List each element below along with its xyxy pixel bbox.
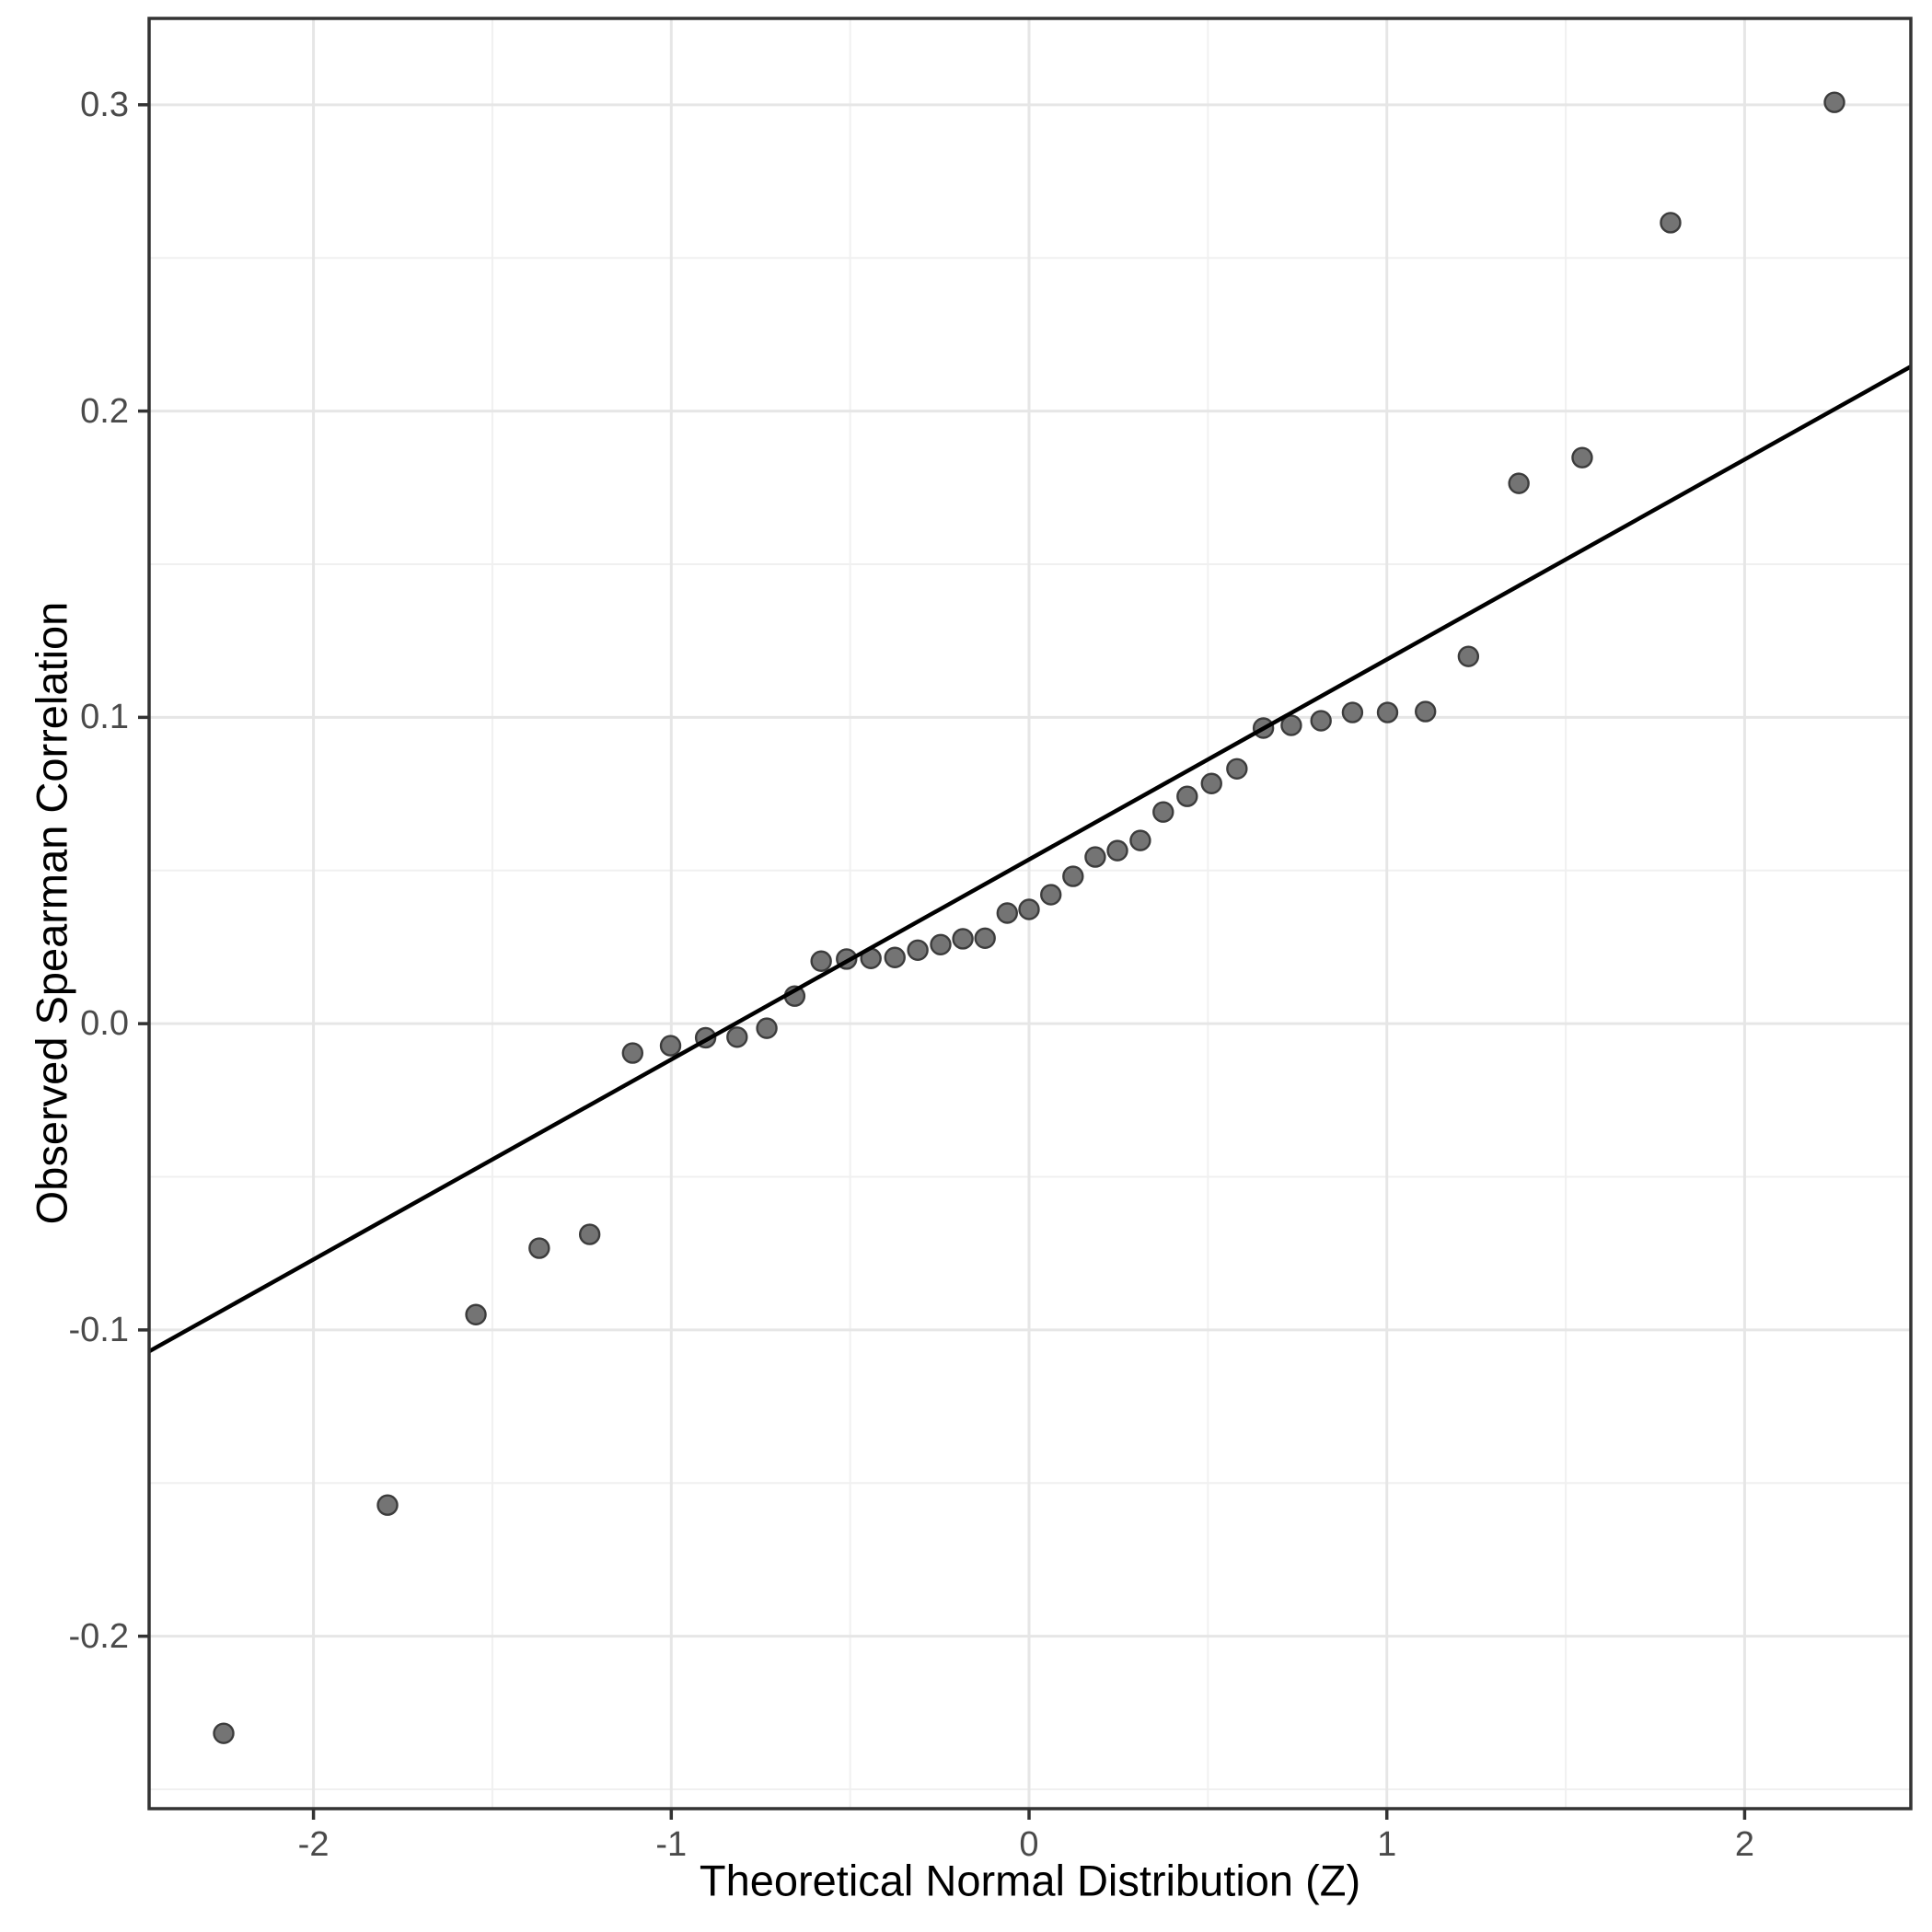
data-point: [1200, 772, 1222, 794]
y-tick-label: -0.1: [68, 1310, 129, 1349]
data-point: [952, 928, 974, 950]
data-point: [621, 1042, 644, 1064]
y-tick-label: 0.3: [80, 85, 129, 124]
y-tick-label: 0.1: [80, 698, 129, 737]
data-point: [1018, 898, 1040, 920]
data-point: [907, 939, 929, 961]
x-axis-title: Theoretical Normal Distribution (Z): [699, 1856, 1361, 1905]
data-point: [1376, 701, 1399, 723]
data-point: [756, 1017, 778, 1039]
qq-points: [213, 91, 1845, 1744]
y-tick-label: 0.2: [80, 391, 129, 431]
data-point: [376, 1494, 399, 1516]
data-point: [1152, 801, 1174, 823]
data-point: [1040, 884, 1062, 906]
data-point: [1660, 212, 1682, 234]
data-point: [930, 933, 952, 955]
y-tick-label: -0.2: [68, 1616, 129, 1656]
data-point: [1341, 701, 1364, 723]
data-point: [1084, 846, 1106, 868]
data-point: [1226, 758, 1248, 780]
data-point: [213, 1722, 235, 1744]
x-tick-label: 1: [1377, 1825, 1397, 1864]
y-axis-title: Observed Spearman Correlation: [27, 601, 76, 1225]
data-point: [528, 1237, 550, 1259]
data-point: [726, 1026, 748, 1048]
data-point: [1129, 829, 1151, 851]
data-point: [1823, 91, 1845, 113]
data-point: [1176, 785, 1198, 807]
data-point: [1457, 645, 1480, 667]
data-point: [1106, 839, 1128, 862]
data-point: [1310, 710, 1332, 732]
data-point: [578, 1223, 601, 1245]
data-point: [1280, 714, 1302, 736]
y-tick-label: 0.0: [80, 1004, 129, 1044]
data-point: [1571, 446, 1593, 469]
data-point: [1508, 472, 1530, 494]
x-tick-label: -1: [655, 1825, 688, 1864]
data-point: [810, 950, 832, 972]
data-point: [996, 902, 1018, 924]
data-point: [1415, 700, 1437, 723]
data-point: [974, 927, 996, 949]
x-tick-label: 0: [1019, 1825, 1039, 1864]
x-tick-label: -2: [297, 1825, 330, 1864]
data-point: [465, 1303, 487, 1325]
x-tick-label: 2: [1734, 1825, 1755, 1864]
qq-reference-line: [147, 364, 1913, 1354]
data-point: [1062, 865, 1084, 887]
data-point: [884, 946, 906, 968]
axis-tick-marks: [138, 103, 1747, 1820]
data-point: [659, 1035, 682, 1057]
